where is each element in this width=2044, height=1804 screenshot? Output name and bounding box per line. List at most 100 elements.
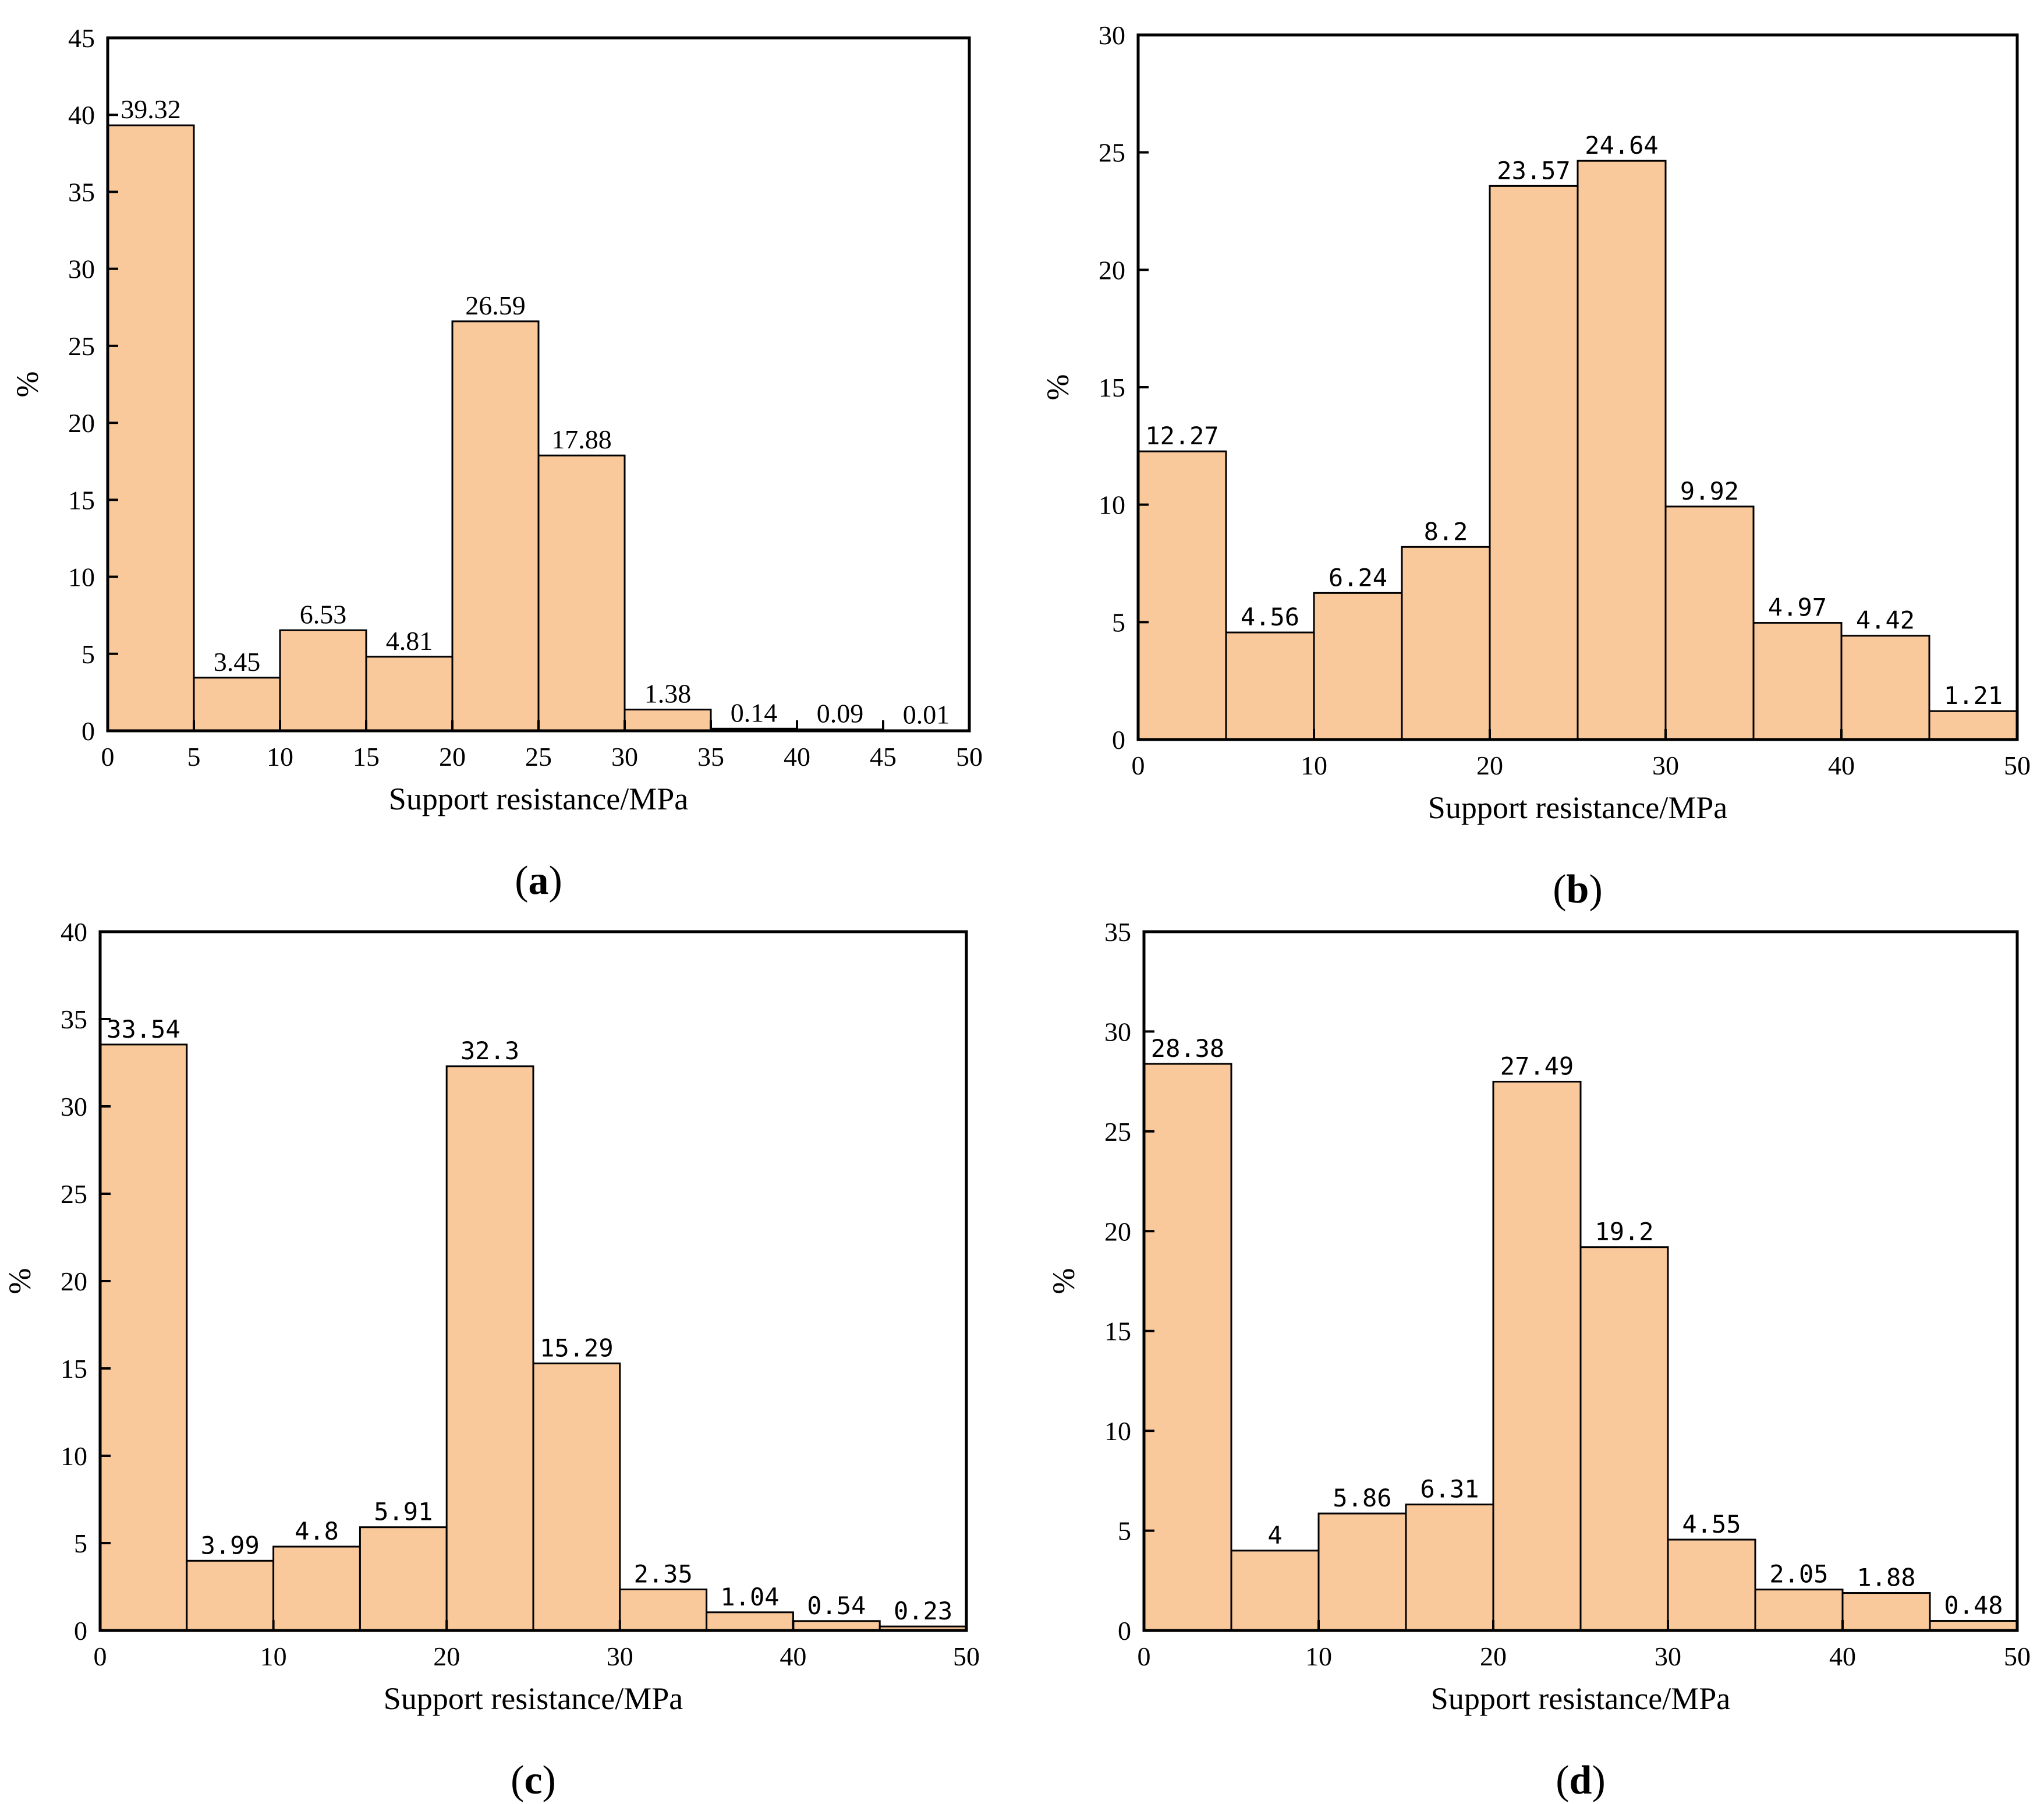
panel-c-ytick-label-2: 10 [61, 1441, 87, 1471]
panel-a-bar-label-5: 17.88 [551, 425, 612, 454]
panel-a-bar-label-7: 0.14 [731, 698, 778, 727]
panel-a-xtick-label-4: 20 [439, 742, 466, 772]
panel-c-ytick-label-3: 15 [61, 1354, 87, 1384]
panel-b-xtick-label-0: 0 [1132, 751, 1145, 780]
panel-b-xtick-label-1: 10 [1301, 751, 1327, 780]
panel-a-ytick-label-8: 40 [68, 100, 95, 130]
panel-d-bar-4 [1492, 1080, 1582, 1632]
panel-b-bar-label-0: 12.27 [1145, 422, 1218, 450]
panel-c-y-axis-title: % [2, 1268, 37, 1294]
panel-b-ytick-label-6: 30 [1099, 20, 1125, 50]
panel-a-bar-0 [107, 124, 195, 732]
panel-b-bar-label-7: 4.97 [1768, 593, 1827, 622]
panel-d-xtick-label-0: 0 [1138, 1642, 1151, 1671]
panel-d-caption: (d) [1556, 1758, 1606, 1803]
panel-d-bar-1 [1230, 1550, 1320, 1632]
panel-d-bar-label-3: 6.31 [1420, 1475, 1479, 1504]
panel-b-bar-6 [1664, 505, 1755, 741]
panel-c-x-axis-title: Support resistance/MPa [384, 1681, 683, 1716]
panel-d-ytick-label-5: 25 [1104, 1117, 1131, 1147]
panel-c-bar-label-4: 32.3 [460, 1037, 519, 1065]
panel-d-xtick-label-2: 20 [1480, 1642, 1507, 1671]
panel-b-xtick-label-3: 30 [1652, 751, 1679, 780]
panel-c-xtick-label-3: 30 [607, 1642, 633, 1671]
panel-b-bar-8 [1840, 635, 1930, 741]
panel-d-xtick-label-1: 10 [1305, 1642, 1332, 1671]
panel-a-bar-label-8: 0.09 [817, 699, 864, 728]
panel-d-ytick-label-0: 0 [1118, 1616, 1131, 1646]
panel-b-bar-label-9: 1.21 [1944, 681, 2003, 710]
panel-c-bar-0 [99, 1044, 188, 1632]
panel-c-ytick-label-7: 35 [61, 1004, 87, 1034]
panel-a-xtick-label-0: 0 [101, 742, 115, 772]
panel-b-bar-3 [1401, 546, 1491, 741]
panel-b-bar-label-3: 8.2 [1424, 517, 1468, 546]
panel-a-bar-label-9: 0.01 [903, 700, 950, 730]
panel-c-ytick-label-5: 25 [61, 1179, 87, 1209]
panel-c-xtick-label-0: 0 [94, 1642, 107, 1671]
panel-b-bar-label-6: 9.92 [1680, 477, 1739, 505]
panel-a-xtick-label-2: 10 [267, 742, 293, 772]
panel-d-ytick-label-3: 15 [1104, 1317, 1131, 1346]
panel-a-ytick-label-6: 30 [68, 254, 95, 284]
panel-a-ytick-label-0: 0 [82, 716, 95, 746]
panel-d-frame [1142, 930, 2019, 1632]
panel-c-bar-3 [359, 1526, 448, 1632]
panel-b-x-axis-title: Support resistance/MPa [1428, 790, 1727, 825]
panel-d: 28.38 4 5.86 6.31 27.49 19.2 4.55 2.05 1.88 0.48 0… [1046, 917, 2031, 1803]
panel-a-xtick-label-5: 25 [525, 742, 552, 772]
panel-d-xtick-label-5: 50 [2004, 1642, 2031, 1671]
panel-c-bar-label-5: 15.29 [540, 1333, 613, 1362]
panel-a-ytick-label-5: 25 [68, 331, 95, 361]
panel-b-xtick-label-5: 50 [2004, 751, 2031, 780]
panel-b-bar-1 [1225, 631, 1315, 741]
panel-a: 39.32 3.45 6.53 4.81 26.59 17.88 1.38 0.14 0.09 0… [10, 23, 983, 903]
panel-c-bar-6 [619, 1589, 708, 1632]
panel-d-bar-label-0: 28.38 [1151, 1034, 1224, 1063]
panel-d-bar-0 [1143, 1063, 1232, 1632]
panel-a-bar-label-6: 1.38 [644, 679, 692, 709]
panel-a-ytick-label-2: 10 [68, 563, 95, 592]
panel-a-bar-label-4: 26.59 [465, 291, 526, 320]
panel-a-bar-label-2: 6.53 [300, 599, 347, 629]
panel-a-ytick-label-3: 15 [68, 485, 95, 515]
panel-c-xtick-label-1: 10 [260, 1642, 287, 1671]
panel-a-bar-label-3: 4.81 [386, 626, 433, 656]
panel-d-bar-label-7: 2.05 [1769, 1560, 1828, 1589]
panel-a-xtick-label-8: 40 [784, 742, 810, 772]
panel-d-bar-label-6: 4.55 [1682, 1510, 1741, 1538]
panel-c-bar-label-9: 0.23 [894, 1597, 952, 1625]
panel-c-xtick-label-2: 20 [433, 1642, 460, 1671]
panel-c-bar-label-6: 2.35 [634, 1560, 693, 1589]
panel-b-caption: (b) [1553, 867, 1603, 912]
panel-b-xtick-label-4: 40 [1828, 751, 1855, 780]
panel-d-bar-label-2: 5.86 [1333, 1484, 1391, 1512]
panel-a-bar-5 [537, 454, 626, 732]
panel-d-ytick-label-7: 35 [1104, 917, 1131, 947]
panel-c-bar-label-3: 5.91 [374, 1498, 433, 1526]
panel-b-ytick-label-2: 10 [1099, 490, 1125, 520]
panel-a-xtick-label-10: 50 [956, 742, 983, 772]
panel-c-bar-5 [532, 1362, 621, 1632]
panel-b-y-axis-title: % [1040, 374, 1075, 401]
panel-b-bar-9 [1928, 710, 2018, 741]
panel-a-caption: (a) [515, 858, 562, 903]
panel-c-bar-label-0: 33.54 [107, 1015, 180, 1044]
panel-a-ytick-label-9: 45 [68, 23, 95, 53]
panel-b-bar-label-1: 4.56 [1241, 603, 1299, 631]
panel-b-bar-label-4: 23.57 [1497, 156, 1570, 185]
panel-c-bar-label-7: 1.04 [720, 1583, 779, 1611]
panel-d-xtick-label-4: 40 [1829, 1642, 1856, 1671]
panel-b-bar-7 [1752, 622, 1843, 741]
panel-b-bar-5 [1577, 160, 1667, 741]
panel-a-bar-3 [365, 656, 454, 732]
panel-a-xtick-label-6: 30 [611, 742, 638, 772]
panel-c: 33.54 3.99 4.8 5.91 32.3 15.29 2.35 1.04 0.54 0.2… [2, 917, 980, 1803]
panel-d-bar-7 [1754, 1589, 1844, 1632]
panel-b-xtick-label-2: 20 [1476, 751, 1503, 780]
panel-b: 12.27 4.56 6.24 8.2 23.57 24.64 9.92 4.97 4.42 1.… [1040, 20, 2031, 912]
panel-b-ytick-label-3: 15 [1099, 373, 1125, 402]
panel-b-ytick-label-4: 20 [1099, 255, 1125, 285]
panel-a-x-axis-title: Support resistance/MPa [389, 781, 688, 816]
